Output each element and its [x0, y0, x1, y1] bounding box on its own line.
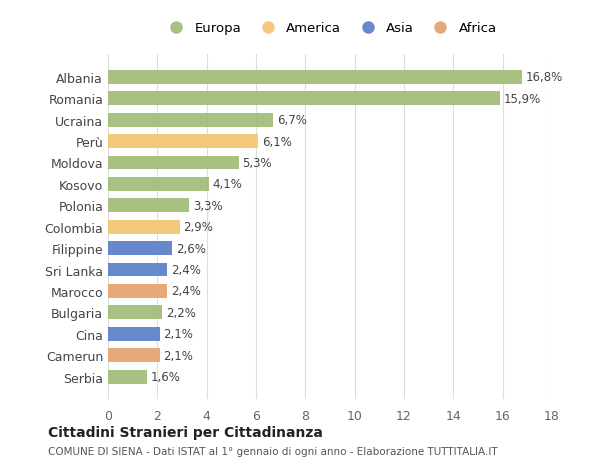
Text: 4,1%: 4,1% [213, 178, 243, 191]
Text: 6,7%: 6,7% [277, 114, 307, 127]
Bar [108, 156, 239, 170]
Text: 3,3%: 3,3% [193, 199, 223, 213]
Text: 2,1%: 2,1% [163, 349, 193, 362]
Text: 6,1%: 6,1% [262, 135, 292, 148]
Bar [108, 306, 162, 319]
Text: 15,9%: 15,9% [504, 93, 541, 106]
Bar [108, 178, 209, 191]
Text: 2,2%: 2,2% [166, 306, 196, 319]
Text: 2,9%: 2,9% [183, 221, 213, 234]
Bar [108, 327, 160, 341]
Text: 16,8%: 16,8% [526, 71, 563, 84]
Text: 1,6%: 1,6% [151, 370, 181, 383]
Bar [108, 284, 167, 298]
Text: 2,4%: 2,4% [171, 263, 201, 276]
Text: 2,1%: 2,1% [163, 328, 193, 341]
Legend: Europa, America, Asia, Africa: Europa, America, Asia, Africa [158, 17, 502, 40]
Text: Cittadini Stranieri per Cittadinanza: Cittadini Stranieri per Cittadinanza [48, 425, 323, 439]
Text: COMUNE DI SIENA - Dati ISTAT al 1° gennaio di ogni anno - Elaborazione TUTTITALI: COMUNE DI SIENA - Dati ISTAT al 1° genna… [48, 447, 497, 456]
Text: 5,3%: 5,3% [242, 157, 272, 170]
Bar [108, 370, 148, 384]
Bar [108, 113, 273, 127]
Bar [108, 135, 259, 149]
Text: 2,6%: 2,6% [176, 242, 206, 255]
Bar [108, 348, 160, 362]
Text: 2,4%: 2,4% [171, 285, 201, 298]
Bar [108, 220, 179, 234]
Bar [108, 71, 523, 84]
Bar [108, 199, 190, 213]
Bar [108, 241, 172, 256]
Bar [108, 263, 167, 277]
Bar [108, 92, 500, 106]
